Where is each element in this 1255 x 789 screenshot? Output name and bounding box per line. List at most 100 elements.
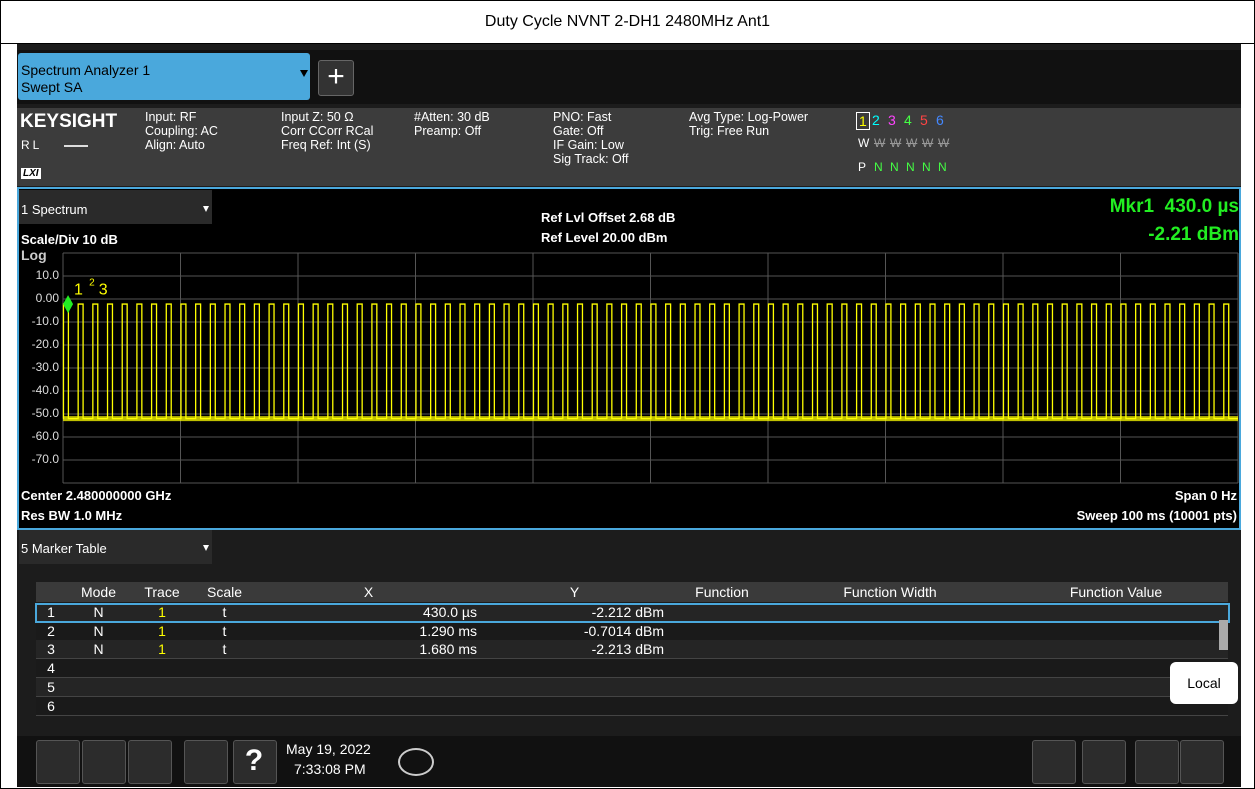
rl: RL	[21, 138, 43, 152]
time: 7:33:08 PM	[294, 761, 366, 777]
taskbar-button[interactable]	[128, 740, 172, 784]
taskbar-button[interactable]	[1135, 740, 1179, 784]
chat-icon[interactable]	[398, 748, 434, 776]
taskbar-button[interactable]	[233, 740, 277, 784]
table-cell: 3	[47, 641, 55, 658]
tab-name: Spectrum Analyzer 1	[21, 62, 151, 78]
table-header	[36, 582, 1228, 602]
trace-detector: N	[906, 160, 915, 174]
column-header: Function Width	[843, 584, 937, 600]
date: May 19, 2022	[286, 741, 371, 757]
tab-arrow	[300, 70, 308, 77]
table-arrow	[203, 545, 209, 551]
table-row	[36, 677, 1228, 697]
table-cell: 6	[47, 697, 55, 714]
setting: PNO: Fast	[553, 110, 612, 124]
column-header: Mode	[80, 584, 117, 600]
table-row	[36, 659, 1228, 679]
table-cell: 1	[47, 604, 55, 620]
title-row	[0, 0, 1255, 44]
table-cell: t	[222, 641, 227, 658]
table-row	[36, 640, 1228, 660]
center: Center 2.480000000 GHz	[21, 488, 172, 503]
table-cell: 1	[158, 604, 166, 620]
taskbar-button[interactable]	[1032, 740, 1076, 784]
add-button[interactable]: +	[318, 60, 354, 96]
setting: Input: RF	[145, 110, 197, 124]
marker-value: -2.21 dBm	[1148, 224, 1239, 245]
setting: Preamp: Off	[414, 124, 482, 138]
setting: Sig Track: Off	[553, 152, 629, 166]
table-name: 5 Marker Table	[21, 541, 107, 556]
table-cell: 4	[47, 660, 55, 677]
taskbar-button[interactable]	[184, 740, 228, 784]
trace-detector: N	[938, 160, 947, 174]
setting: #Atten: 30 dB	[414, 110, 490, 124]
trace-type: W	[858, 136, 870, 150]
help-icon: ?	[244, 744, 264, 777]
table-cell: -2.213 dBm	[591, 641, 664, 658]
log: Log	[21, 247, 47, 263]
span: Span 0 Hz	[1174, 488, 1237, 503]
table-cell: -0.7014 dBm	[583, 622, 664, 639]
trace-number: 3	[888, 112, 896, 128]
trace-type: W	[890, 136, 902, 150]
column-header: Function	[695, 584, 749, 600]
table-tab[interactable]	[19, 530, 212, 564]
trace-number: 1	[856, 112, 870, 130]
ref-level: Ref Level 20.00 dBm	[541, 230, 668, 245]
column-header: Trace	[144, 584, 180, 600]
table-cell: N	[93, 604, 104, 620]
table-cell: 1.680 ms	[419, 641, 477, 658]
trace-detector: N	[890, 160, 899, 174]
local-button[interactable]: Local	[1170, 662, 1238, 704]
table-cell: 2	[47, 622, 55, 639]
page-title: Duty Cycle NVNT 2-DH1 2480MHz Ant1	[484, 13, 771, 30]
setting: Freq Ref: Int (S)	[281, 138, 371, 152]
tab-mode: Swept SA	[21, 79, 83, 95]
trace-type: W	[874, 136, 886, 150]
table-cell: N	[93, 622, 104, 639]
trace-number: 6	[936, 112, 944, 128]
setting: Input Z: 50 Ω	[281, 110, 354, 124]
setting: Coupling: AC	[145, 124, 218, 138]
taskbar-button[interactable]	[82, 740, 126, 784]
table-cell: 430.0 µs	[423, 604, 477, 620]
window-tab[interactable]	[19, 190, 212, 224]
table-cell: 1	[158, 622, 166, 639]
table-cell: N	[93, 641, 104, 658]
taskbar-button[interactable]	[1082, 740, 1126, 784]
trace-number: 4	[904, 112, 912, 128]
setting: Gate: Off	[553, 124, 604, 138]
trace-type: W	[906, 136, 918, 150]
scale: Scale/Div 10 dB	[21, 232, 118, 247]
column-header: Function Value	[1069, 584, 1163, 600]
trace-number: 5	[920, 112, 928, 128]
table-cell: -2.212 dBm	[591, 604, 664, 620]
sweep: Sweep 100 ms (10001 pts)	[1076, 508, 1237, 523]
column-header: Scale	[206, 584, 243, 600]
table-cell: 1.290 ms	[419, 622, 477, 639]
setting: Trig: Free Run	[689, 124, 770, 138]
setting: Avg Type: Log-Power	[689, 110, 809, 124]
table-row	[36, 696, 1228, 716]
taskbar-button[interactable]	[1180, 740, 1224, 784]
info-bar	[17, 108, 1241, 186]
trace-detector: N	[874, 160, 883, 174]
lxi: LXI	[21, 168, 41, 179]
taskbar-button[interactable]	[36, 740, 80, 784]
table-cell: 5	[47, 678, 55, 695]
table-cell: t	[222, 622, 227, 639]
tab[interactable]	[18, 53, 310, 100]
trace-type: W	[938, 136, 950, 150]
window-name: 1 Spectrum	[21, 202, 88, 217]
scrollbar	[1219, 620, 1228, 650]
setting: Corr CCorr RCal	[281, 124, 374, 138]
table-cell: 1	[158, 641, 166, 658]
setting: Align: Auto	[145, 138, 205, 152]
marker-readout: Mkr1 430.0 µs	[1109, 196, 1239, 217]
table-cell: t	[222, 604, 227, 620]
rl-arrow	[64, 145, 88, 147]
column-header: Y	[569, 584, 580, 600]
